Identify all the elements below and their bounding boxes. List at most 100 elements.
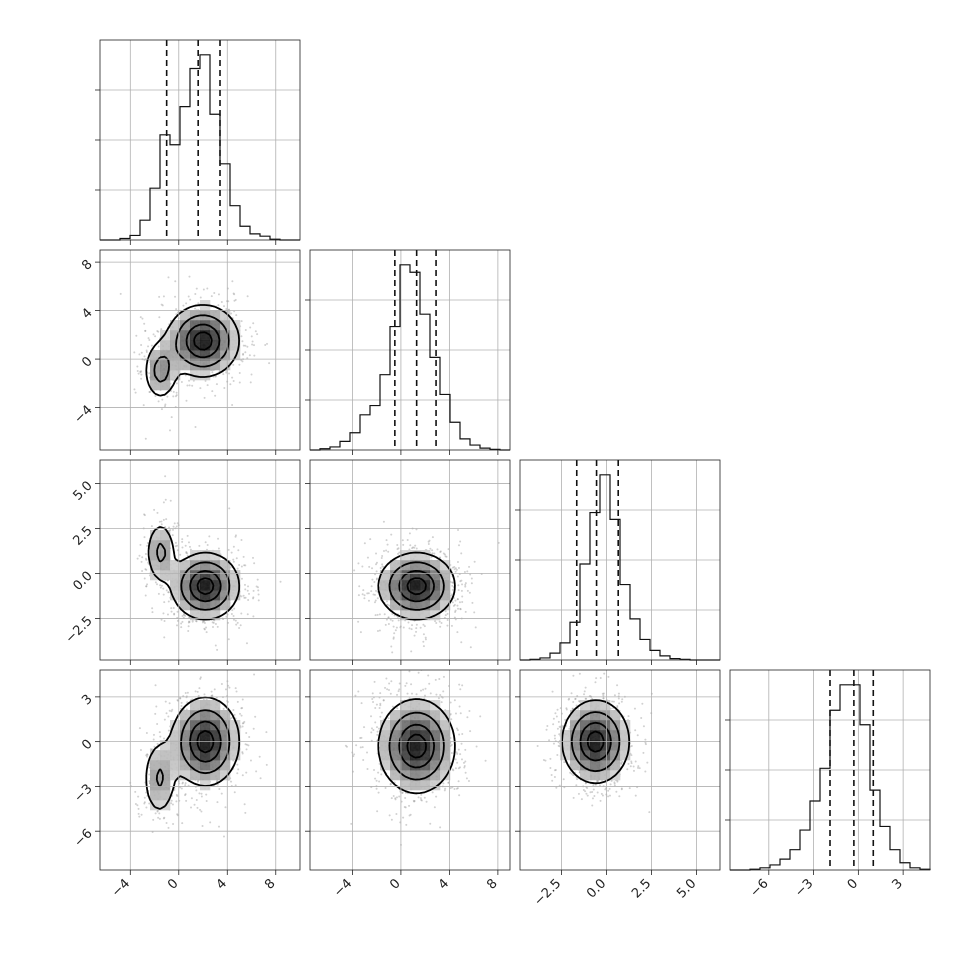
scatter-point (248, 735, 251, 738)
scatter-point (422, 633, 425, 636)
density-cell (430, 750, 441, 761)
scatter-point (454, 611, 457, 614)
scatter-point (158, 731, 161, 734)
scatter-point (464, 583, 467, 586)
scatter-point (203, 622, 206, 625)
scatter-point (246, 357, 249, 360)
scatter-point (162, 518, 165, 521)
scatter-point (148, 773, 151, 776)
density-cell (390, 580, 401, 591)
scatter-point (244, 588, 247, 591)
scatter-point (252, 344, 255, 347)
scatter-point (457, 748, 460, 751)
scatter-point (234, 534, 237, 537)
scatter-point (218, 369, 221, 372)
density-cell (150, 540, 161, 551)
scatter-point (357, 620, 360, 623)
scatter-point (172, 823, 175, 826)
scatter-point (184, 691, 187, 694)
scatter-point (442, 675, 445, 678)
density-cell (180, 740, 191, 751)
scatter-point (168, 429, 171, 432)
scatter-point (439, 550, 442, 553)
density-cell (210, 310, 221, 321)
scatter-point (146, 544, 149, 547)
density-cell (400, 750, 411, 761)
scatter-point (230, 312, 233, 315)
scatter-point (469, 646, 472, 649)
contour-line (406, 733, 427, 759)
scatter-point (457, 767, 460, 770)
density-cell (160, 780, 171, 791)
scatter-point (234, 784, 237, 787)
scatter-point (137, 372, 140, 375)
density-cell (410, 600, 421, 611)
scatter-point (167, 600, 170, 603)
scatter-point (446, 612, 449, 615)
density-cell (230, 350, 241, 361)
scatter-point (451, 593, 454, 596)
scatter-point (371, 698, 374, 701)
density-cell (410, 610, 421, 621)
scatter-point (119, 292, 122, 295)
scatter-point (368, 565, 371, 568)
scatter-point (222, 835, 225, 838)
contour-line (398, 570, 435, 603)
scatter-point (451, 601, 454, 604)
scatter-point (451, 566, 454, 569)
histogram-panel-1 (305, 249, 511, 455)
density-cell (190, 760, 201, 771)
scatter-point (152, 818, 155, 821)
scatter-point (163, 816, 166, 819)
scatter-point (244, 351, 247, 354)
scatter-point (134, 790, 137, 793)
density-layer (136, 475, 282, 651)
scatter-point (406, 692, 409, 695)
scatter-point (456, 631, 459, 634)
scatter-point (195, 798, 198, 801)
scatter-point (379, 715, 382, 718)
density-cell (170, 570, 181, 581)
scatter-point (201, 824, 204, 827)
scatter-point (172, 528, 175, 531)
scatter-point (424, 636, 427, 639)
density-cell (210, 730, 221, 741)
scatter-point (144, 552, 147, 555)
scatter-point (244, 328, 247, 331)
scatter-point (458, 705, 461, 708)
scatter-point (353, 753, 356, 756)
scatter-point (159, 735, 162, 738)
scatter-point (143, 513, 146, 516)
scatter-point (217, 547, 220, 550)
scatter-point (469, 730, 472, 733)
panel-frame (99, 249, 301, 451)
scatter-point (394, 797, 397, 800)
histogram-panel-3 (725, 669, 931, 875)
scatter-point (238, 626, 241, 629)
scatter-point (181, 540, 184, 543)
scatter-point (157, 345, 160, 348)
scatter-point (394, 798, 397, 801)
density-cell (200, 610, 211, 621)
density-cell (440, 720, 451, 731)
scatter-point (268, 362, 271, 365)
scatter-point (238, 381, 241, 384)
scatter-point (198, 792, 201, 795)
density-cell (230, 580, 241, 591)
scatter-point (155, 705, 158, 708)
scatter-point (165, 822, 168, 825)
density-cell (150, 530, 161, 541)
scatter-point (194, 307, 197, 310)
scatter-point (389, 783, 392, 786)
scatter-point (180, 701, 183, 704)
scatter-point (415, 693, 418, 696)
scatter-point (138, 815, 141, 818)
scatter-point (244, 596, 247, 599)
scatter-point (454, 712, 457, 715)
density-cell (210, 330, 221, 341)
scatter-point (245, 731, 248, 734)
scatter-point (160, 328, 163, 331)
scatter-point (460, 552, 463, 555)
scatter-point (176, 619, 179, 622)
scatter-point (199, 677, 202, 680)
